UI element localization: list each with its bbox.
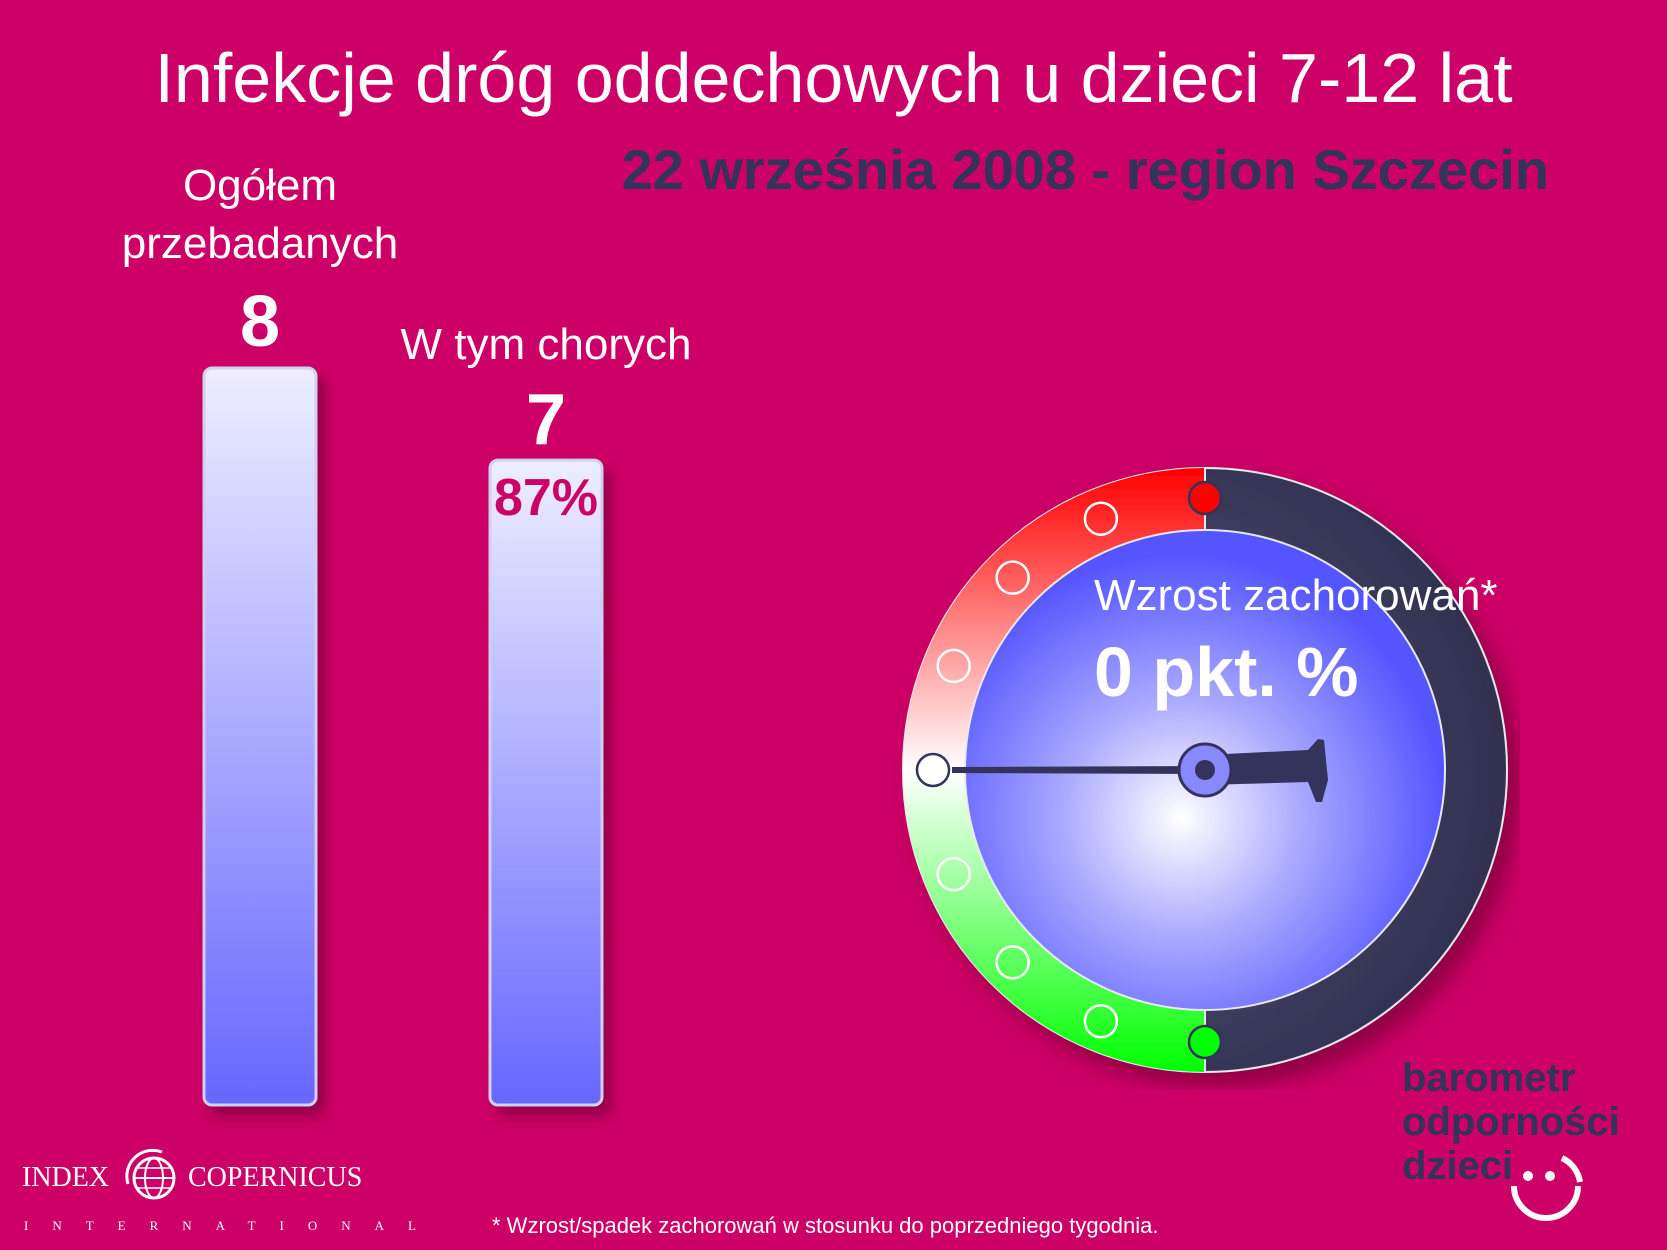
bar-sick bbox=[488, 458, 604, 1107]
gauge-tick bbox=[995, 560, 1030, 595]
gauge-tick bbox=[915, 752, 951, 788]
page-title: Infekcje dróg oddechowych u dzieci 7-12 … bbox=[154, 39, 1513, 117]
gauge-tick bbox=[995, 945, 1030, 980]
brand-line2: odporności bbox=[1402, 1100, 1620, 1144]
gauge-tick bbox=[936, 648, 971, 684]
bar1-label-line2: przebadanych bbox=[121, 219, 399, 268]
gauge bbox=[902, 467, 1508, 1073]
brand-line3: dzieci bbox=[1402, 1144, 1514, 1188]
bar1-value: 8 bbox=[239, 282, 281, 362]
logo-text-right: COPERNICUS bbox=[188, 1162, 363, 1193]
gauge-tick bbox=[1083, 1004, 1119, 1039]
page-subtitle: 22 września 2008 - region Szczecin bbox=[621, 138, 1549, 201]
brand-line1: barometr bbox=[1402, 1056, 1576, 1100]
bar2-label: W tym chorych bbox=[400, 320, 692, 369]
gauge-tick bbox=[1187, 480, 1223, 516]
gauge-tick bbox=[1187, 1024, 1223, 1060]
footnote: * Wzrost/spadek zachorowań w stosunku do… bbox=[492, 1213, 1159, 1238]
logo-subtext: INTERNATIONAL bbox=[24, 1218, 440, 1233]
brand-logo: barometr odporności dzieci bbox=[1402, 1056, 1620, 1188]
bar2-value: 7 bbox=[525, 380, 567, 460]
bar2-percent: 87% bbox=[493, 469, 599, 527]
logo-text-left: INDEX bbox=[22, 1162, 110, 1193]
smiley-icon bbox=[1511, 1155, 1583, 1221]
bar1-label-line1: Ogółem bbox=[182, 161, 338, 210]
globe-icon bbox=[125, 1148, 176, 1200]
gauge-ticks bbox=[915, 480, 1223, 1060]
gauge-tick bbox=[936, 856, 971, 892]
bar-total bbox=[202, 366, 318, 1107]
gauge-needle bbox=[952, 739, 1328, 802]
gauge-label: Wzrost zachorowań* bbox=[1094, 571, 1498, 620]
gauge-tick bbox=[1083, 501, 1119, 536]
gauge-value: 0 pkt. % bbox=[1094, 633, 1359, 711]
